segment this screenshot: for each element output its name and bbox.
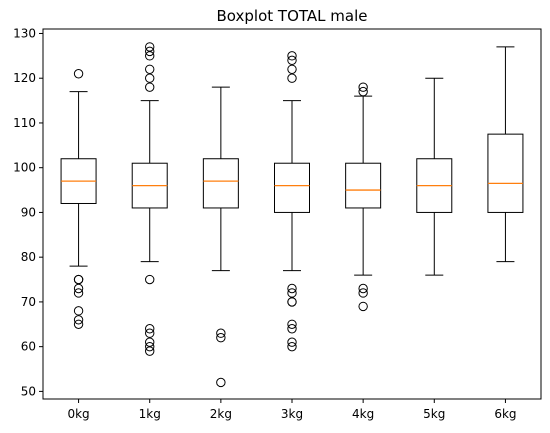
outlier-point: [145, 46, 155, 57]
y-tick-label: 50: [21, 384, 36, 398]
x-tick-label: 0kg: [67, 407, 89, 421]
outlier-point: [145, 274, 155, 285]
box-4kg: [345, 82, 382, 312]
y-tick-label: 70: [21, 295, 36, 309]
outlier-point: [145, 42, 155, 52]
outlier-point: [358, 82, 368, 92]
chart-title: Boxplot TOTAL male: [217, 7, 368, 25]
outlier-point: [73, 319, 84, 329]
outlier-point: [287, 288, 297, 298]
x-tick-label: 4kg: [352, 407, 374, 421]
outlier-point: [145, 337, 155, 347]
y-tick-label: 130: [13, 26, 36, 40]
outlier-point: [287, 297, 297, 307]
outlier-point: [73, 274, 84, 285]
outlier-point: [145, 64, 155, 74]
iqr-box: [487, 133, 524, 213]
x-tick-label: 3kg: [281, 407, 303, 421]
outlier-point: [73, 288, 84, 298]
x-tick-label: 5kg: [423, 407, 445, 421]
outlier-point: [73, 315, 84, 325]
outlier-point: [287, 341, 297, 352]
x-tick-label: 2kg: [210, 407, 232, 421]
box-6kg: [487, 46, 524, 263]
outlier-point: [73, 283, 84, 294]
x-tick-label: 6kg: [494, 407, 516, 421]
outlier-point: [287, 283, 297, 294]
outlier-point: [358, 288, 368, 298]
outlier-point: [287, 337, 297, 347]
outlier-point: [358, 283, 368, 294]
box-5kg: [416, 77, 453, 276]
box-0kg: [60, 69, 97, 329]
iqr-box: [345, 162, 382, 209]
outlier-point: [287, 64, 297, 74]
outlier-point: [145, 51, 155, 61]
outlier-point: [287, 51, 297, 61]
outlier-point: [73, 306, 84, 316]
iqr-box: [202, 158, 239, 209]
y-tick-label: 60: [21, 340, 36, 354]
outlier-point: [145, 82, 155, 92]
iqr-box: [274, 162, 310, 213]
outlier-point: [287, 324, 297, 334]
box-2kg: [202, 86, 239, 388]
outlier-point: [287, 55, 297, 66]
x-axis: 0kg 1kg 2kg 3kg 4kg 5kg 6kg: [67, 399, 517, 421]
outlier-point: [145, 73, 155, 83]
outlier-point: [287, 73, 297, 83]
box-1kg: [131, 42, 168, 356]
boxes-group: [60, 42, 524, 388]
outlier-point: [358, 301, 368, 312]
y-tick-label: 110: [13, 116, 36, 130]
box-3kg: [274, 51, 310, 352]
outlier-point: [145, 346, 155, 356]
outlier-point: [145, 341, 155, 352]
y-tick-label: 100: [13, 161, 36, 175]
outlier-point: [216, 328, 226, 338]
y-tick-label: 90: [21, 205, 36, 219]
outlier-point: [145, 324, 155, 334]
y-tick-label: 80: [21, 250, 36, 264]
x-tick-label: 1kg: [139, 407, 161, 421]
outlier-point: [358, 86, 368, 97]
outlier-point: [216, 333, 226, 343]
outlier-point: [73, 69, 84, 79]
y-tick-label: 120: [13, 71, 36, 85]
outlier-point: [287, 319, 297, 329]
outlier-point: [216, 377, 226, 388]
y-axis: 50 60 70 80 90 100 110 120 130: [13, 26, 43, 398]
outlier-point: [145, 328, 155, 338]
